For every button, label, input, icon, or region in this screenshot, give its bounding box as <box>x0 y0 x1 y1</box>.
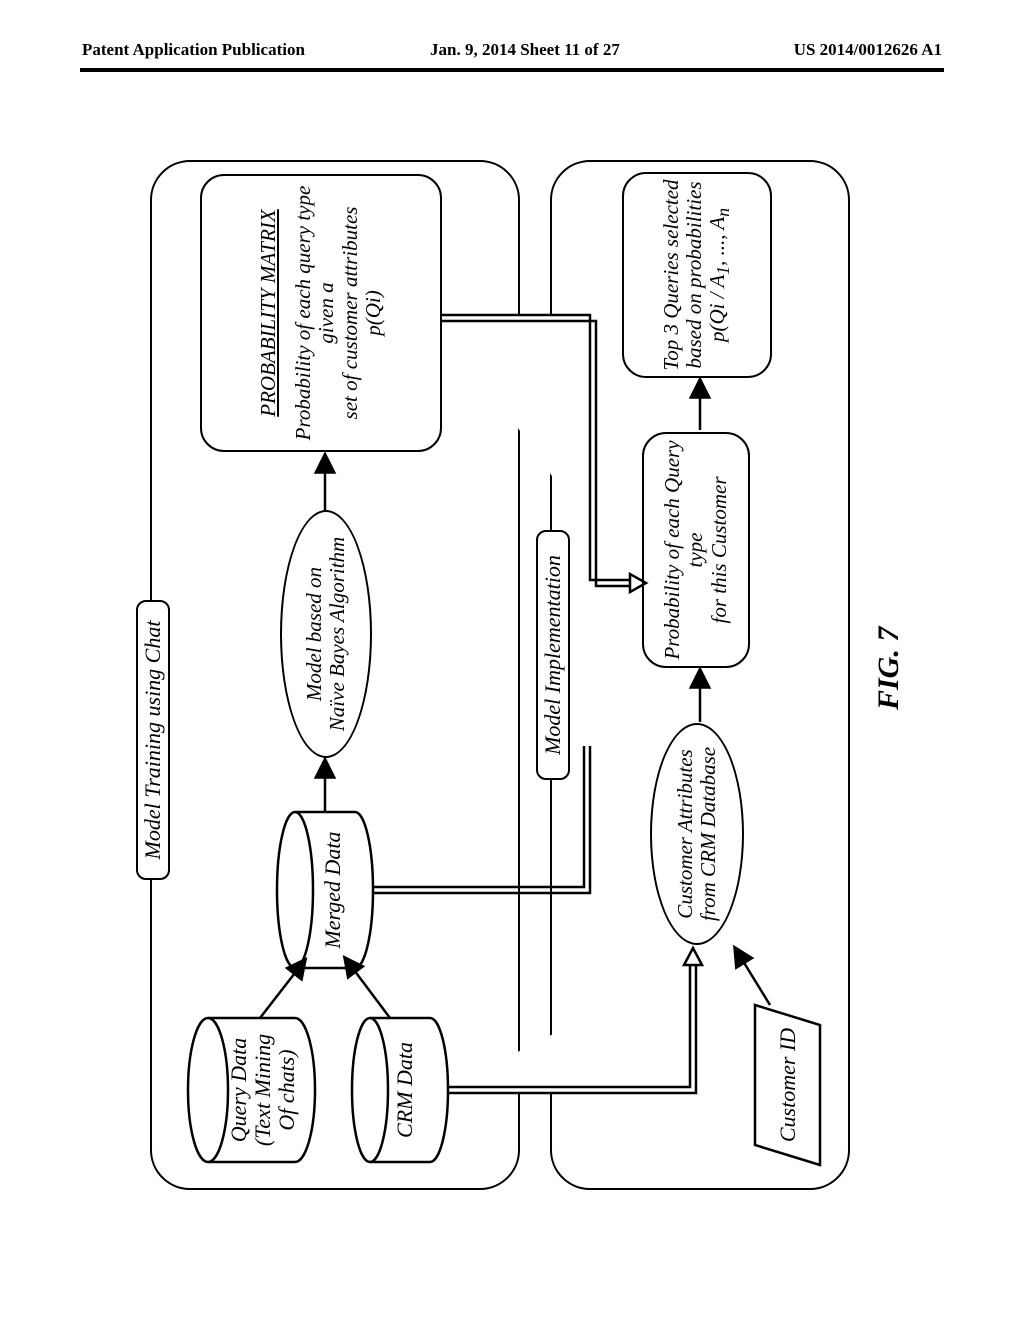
header-rule <box>80 68 944 72</box>
merged-data-cylinder: Merged Data <box>277 812 373 968</box>
svg-text:CRM Data: CRM Data <box>392 1042 417 1138</box>
header-left: Patent Application Publication <box>82 40 305 60</box>
crm-data-cylinder: CRM Data <box>352 1018 448 1162</box>
hollow-arrow-merged-down <box>373 746 590 893</box>
naive-bayes-node: Model based onNaïve Bayes Algorithm <box>280 510 372 758</box>
svg-text:Of chats): Of chats) <box>274 1049 299 1130</box>
arrow-crm-to-merged <box>345 958 390 1018</box>
prob-matrix-title: PROBABILITY MATRIX <box>257 209 280 416</box>
svg-text:Merged Data: Merged Data <box>320 831 345 949</box>
arrow-custid-to-attrs <box>735 948 770 1005</box>
naive-bayes-label: Model based onNaïve Bayes Algorithm <box>303 537 349 731</box>
prob-cust-node: Probability of each Query typefor this C… <box>642 432 750 668</box>
svg-text:Customer ID: Customer ID <box>775 1028 800 1142</box>
cust-attrs-node: Customer Attributesfrom CRM Database <box>650 723 744 945</box>
top3-label: Top 3 Queries selectedbased on probabili… <box>660 179 734 370</box>
svg-text:Query Data: Query Data <box>226 1038 251 1142</box>
rotated-frame: Model Training using Chat Model Implemen… <box>130 150 920 1200</box>
header-right: US 2014/0012626 A1 <box>794 40 942 60</box>
arrow-query-to-merged <box>260 960 305 1018</box>
figure-area: Model Training using Chat Model Implemen… <box>130 150 920 1200</box>
prob-matrix-body: Probability of each query type given ase… <box>292 182 384 444</box>
cust-attrs-label: Customer Attributesfrom CRM Database <box>674 747 720 921</box>
page: Patent Application Publication Jan. 9, 2… <box>0 0 1024 1320</box>
figure-caption: FIG. 7 <box>872 627 906 710</box>
hollow-arrow-crm-to-attrs <box>448 948 702 1093</box>
header-center: Jan. 9, 2014 Sheet 11 of 27 <box>430 40 620 60</box>
top3-node: Top 3 Queries selectedbased on probabili… <box>622 172 772 378</box>
prob-cust-label: Probability of each Query typefor this C… <box>661 434 730 666</box>
prob-matrix-node: PROBABILITY MATRIX Probability of each q… <box>200 174 442 452</box>
query-data-cylinder: Query Data (Text Mining Of chats) <box>188 1018 315 1162</box>
hollow-arrow-matrix-to-probcust <box>442 315 646 592</box>
svg-text:(Text Mining: (Text Mining <box>250 1034 275 1146</box>
customer-id-shape: Customer ID <box>755 1005 820 1165</box>
